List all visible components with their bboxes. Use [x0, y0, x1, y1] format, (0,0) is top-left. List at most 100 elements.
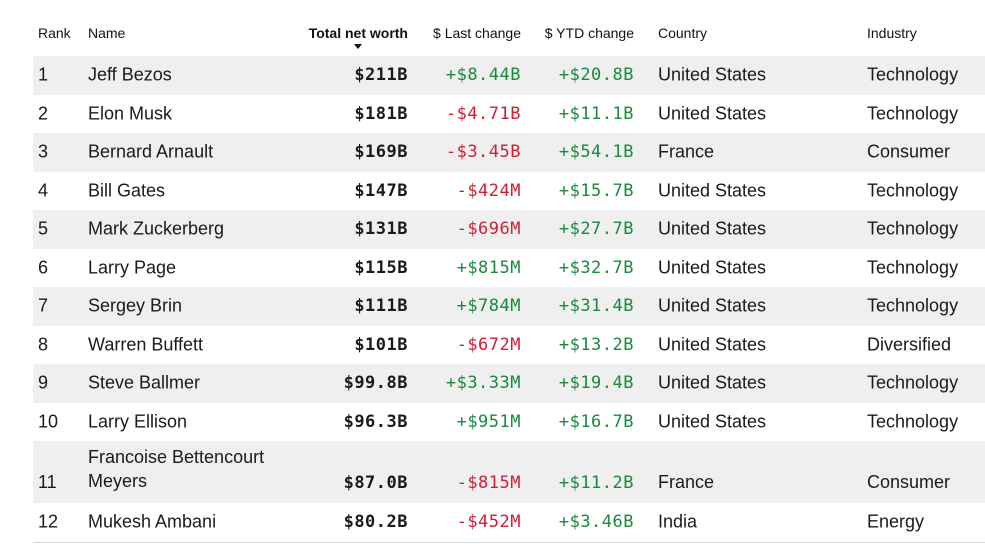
ytd-change-cell: +$15.7B — [558, 180, 634, 201]
industry-cell: Technology — [867, 372, 959, 393]
column-header-country[interactable]: Country — [658, 25, 708, 41]
rank-cell: 3 — [38, 141, 49, 162]
country-cell: United States — [658, 218, 767, 239]
net-worth-cell: $169B — [354, 142, 408, 163]
column-header-last-change[interactable]: $ Last change — [433, 25, 521, 41]
rank-cell: 10 — [38, 411, 59, 432]
sort-descending-icon[interactable] — [354, 44, 362, 49]
ytd-change-cell: +$11.1B — [558, 103, 634, 124]
net-worth-cell: $87.0B — [343, 473, 408, 493]
last-change-cell: +$815M — [456, 257, 521, 278]
table-bottom-divider — [33, 542, 985, 543]
last-change-cell: -$4.71B — [445, 103, 521, 124]
billionaires-table: Rank Name Total net worth $ Last change … — [33, 0, 985, 542]
industry-cell: Technology — [867, 103, 959, 124]
last-change-cell: +$784M — [456, 296, 521, 317]
net-worth-cell: $101B — [354, 334, 408, 355]
name-cell[interactable]: Mark Zuckerberg — [88, 218, 225, 239]
rank-cell: 7 — [38, 295, 49, 316]
ytd-change-cell: +$13.2B — [558, 334, 634, 355]
column-header-industry[interactable]: Industry — [867, 25, 917, 41]
industry-cell: Diversified — [867, 334, 952, 355]
net-worth-cell: $80.2B — [343, 512, 408, 533]
column-header-name[interactable]: Name — [88, 25, 126, 41]
name-cell[interactable]: Mukesh Ambani — [88, 511, 217, 532]
last-change-cell: -$815M — [456, 473, 521, 493]
ytd-change-cell: +$19.4B — [558, 373, 634, 394]
country-cell: United States — [658, 180, 767, 201]
last-change-cell: -$424M — [456, 180, 521, 201]
table-row[interactable]: 4 Bill Gates $147B -$424M +$15.7B United Stat… — [33, 172, 985, 211]
country-cell: United States — [658, 411, 767, 432]
name-cell[interactable]: Elon Musk — [88, 103, 173, 124]
last-change-cell: +$8.44B — [445, 65, 521, 86]
net-worth-cell: $115B — [354, 257, 408, 278]
name-cell[interactable]: Jeff Bezos — [88, 64, 172, 85]
name-cell[interactable]: Bernard Arnault — [88, 141, 214, 162]
industry-cell: Consumer — [867, 472, 951, 492]
table-row[interactable]: 10 Larry Ellison $96.3B +$951M +$16.7B United… — [33, 403, 985, 442]
country-cell: United States — [658, 295, 767, 316]
country-cell: United States — [658, 64, 767, 85]
table-header: Rank Name Total net worth $ Last change … — [33, 0, 985, 56]
industry-cell: Technology — [867, 411, 959, 432]
ytd-change-cell: +$3.46B — [558, 512, 634, 533]
net-worth-cell: $131B — [354, 219, 408, 240]
country-cell: United States — [658, 372, 767, 393]
rank-cell: 5 — [38, 218, 49, 239]
table-row[interactable]: 2 Elon Musk $181B -$4.71B +$11.1B United Stat… — [33, 95, 985, 134]
name-cell[interactable]: Larry Page — [88, 257, 177, 278]
name-cell[interactable]: Bill Gates — [88, 180, 166, 201]
last-change-cell: -$452M — [456, 512, 521, 533]
rank-cell: 6 — [38, 257, 49, 278]
table-body: 1 Jeff Bezos $211B +$8.44B +$20.8B United Sta… — [33, 56, 985, 542]
table-row[interactable]: 8 Warren Buffett $101B -$672M +$13.2B United … — [33, 326, 985, 365]
net-worth-cell: $96.3B — [343, 411, 408, 432]
ytd-change-cell: +$54.1B — [558, 142, 634, 163]
net-worth-cell: $211B — [354, 65, 408, 86]
country-cell: United States — [658, 103, 767, 124]
name-cell[interactable]: Steve Ballmer — [88, 372, 201, 393]
industry-cell: Technology — [867, 218, 959, 239]
net-worth-cell: $181B — [354, 103, 408, 124]
rank-cell: 12 — [38, 511, 59, 532]
last-change-cell: +$3.33M — [445, 373, 521, 394]
rank-cell: 2 — [38, 103, 49, 124]
rank-cell: 1 — [38, 64, 49, 85]
table-row[interactable]: 5 Mark Zuckerberg $131B -$696M +$27.7B United… — [33, 210, 985, 249]
column-header-total-net-worth[interactable]: Total net worth — [308, 25, 408, 41]
column-header-rank[interactable]: Rank — [38, 25, 71, 41]
net-worth-cell: $147B — [354, 180, 408, 201]
industry-cell: Consumer — [867, 141, 951, 162]
table-row[interactable]: 3 Bernard Arnault $169B -$3.45B +$54.1B Franc… — [33, 133, 985, 172]
country-cell: France — [658, 472, 715, 492]
industry-cell: Energy — [867, 511, 925, 532]
name-cell[interactable]: Sergey Brin — [88, 295, 183, 316]
rank-cell: 11 — [38, 472, 57, 492]
table-row[interactable]: 1 Jeff Bezos $211B +$8.44B +$20.8B United Sta… — [33, 56, 985, 95]
table-row[interactable]: 7 Sergey Brin $111B +$784M +$31.4B United Sta… — [33, 287, 985, 326]
ytd-change-cell: +$27.7B — [558, 219, 634, 240]
rank-cell: 8 — [38, 334, 49, 355]
table-row[interactable]: 9 Steve Ballmer $99.8B +$3.33M +$19.4B United… — [33, 364, 985, 403]
column-header-ytd-change[interactable]: $ YTD change — [544, 25, 634, 41]
table-row[interactable]: 12 Mukesh Ambani $80.2B -$452M +$3.46B India E… — [33, 503, 985, 542]
country-cell: United States — [658, 334, 767, 355]
last-change-cell: +$951M — [456, 411, 521, 432]
rank-cell: 4 — [38, 180, 49, 201]
table-row[interactable]: 11 Francoise Bettencourt Meyers $87.0B -$81… — [33, 441, 985, 503]
name-cell[interactable]: Larry Ellison — [88, 411, 188, 432]
country-cell: France — [658, 141, 715, 162]
table-row[interactable]: 6 Larry Page $115B +$815M +$32.7B United Stat… — [33, 249, 985, 288]
name-cell[interactable]: Warren Buffett — [88, 334, 204, 355]
last-change-cell: -$696M — [456, 219, 521, 240]
ytd-change-cell: +$32.7B — [558, 257, 634, 278]
name-cell[interactable]: Francoise Bettencourt Meyers — [88, 447, 265, 491]
ytd-change-cell: +$11.2B — [558, 473, 634, 493]
last-change-cell: -$672M — [456, 334, 521, 355]
industry-cell: Technology — [867, 295, 959, 316]
country-cell: United States — [658, 257, 767, 278]
last-change-cell: -$3.45B — [445, 142, 521, 163]
country-cell: India — [658, 511, 698, 532]
ytd-change-cell: +$16.7B — [558, 411, 634, 432]
